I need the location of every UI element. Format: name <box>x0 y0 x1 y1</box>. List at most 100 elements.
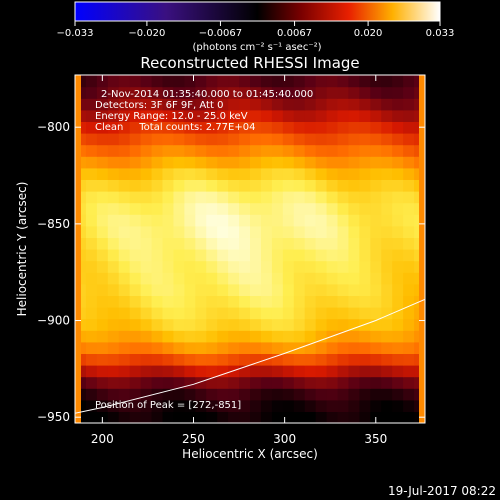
heatmap-cell <box>140 249 153 262</box>
heatmap-cell <box>173 191 185 204</box>
heatmap-cell <box>370 144 382 157</box>
heatmap-cell <box>250 260 262 273</box>
heatmap-cell <box>195 237 207 250</box>
heatmap-cell <box>129 121 142 134</box>
heatmap-cell <box>381 191 393 204</box>
heatmap-cell <box>129 318 142 331</box>
heatmap-cell <box>293 295 306 308</box>
heatmap-cell <box>195 214 207 227</box>
heatmap-cell <box>348 167 360 180</box>
heatmap-cell <box>304 330 317 343</box>
heatmap-cell <box>173 179 185 192</box>
heatmap-cell <box>129 388 142 401</box>
heatmap-cell <box>173 341 185 354</box>
heatmap-cell <box>315 86 328 99</box>
heatmap-cell <box>239 156 251 169</box>
heatmap-cell <box>282 307 295 320</box>
heatmap-cell <box>195 260 207 273</box>
heatmap-cell <box>293 318 306 331</box>
heatmap-cell <box>140 109 153 122</box>
heatmap-cell <box>151 283 164 296</box>
heatmap-cell <box>151 191 164 204</box>
heatmap-cell <box>392 237 404 250</box>
heatmap-cell <box>337 249 350 262</box>
heatmap-cell <box>195 365 207 378</box>
heatmap-cell <box>337 214 350 227</box>
heatmap-cell <box>107 191 120 204</box>
heatmap-cell <box>315 330 328 343</box>
heatmap-cell <box>304 144 317 157</box>
heatmap-cell <box>184 330 196 343</box>
heatmap-cell <box>118 75 131 88</box>
heatmap-cell <box>304 156 317 169</box>
heatmap-cell <box>118 191 131 204</box>
heatmap-cell <box>118 109 131 122</box>
heatmap-cell <box>260 318 273 331</box>
heatmap-cell <box>228 214 240 227</box>
heatmap-cell <box>96 109 109 122</box>
heatmap-cell <box>348 144 360 157</box>
heatmap-cell <box>282 191 295 204</box>
heatmap-cell <box>228 307 240 320</box>
heatmap-cell <box>239 365 251 378</box>
heatmap-cell <box>304 283 317 296</box>
heatmap-cell <box>173 318 185 331</box>
heatmap-cell <box>381 214 393 227</box>
heatmap-cell <box>304 225 317 238</box>
heatmap-cell <box>326 341 339 354</box>
heatmap-cell <box>140 144 153 157</box>
heatmap-cell <box>184 109 196 122</box>
heatmap-cell <box>337 86 350 99</box>
heatmap-cell <box>315 179 328 192</box>
heatmap-cell <box>129 75 142 88</box>
heatmap-cell <box>359 98 371 111</box>
heatmap-cell <box>85 307 98 320</box>
heatmap-cell <box>348 330 360 343</box>
heatmap-cell <box>118 225 131 238</box>
heatmap-cell <box>239 237 251 250</box>
heatmap-cell <box>151 156 164 169</box>
heatmap-cell <box>403 133 415 146</box>
heatmap-cell <box>173 98 185 111</box>
heatmap-cell <box>228 295 240 308</box>
heatmap-cell <box>107 399 120 412</box>
heatmap-cell <box>392 411 404 423</box>
heatmap-cell <box>85 225 98 238</box>
heatmap-cell <box>118 86 131 99</box>
heatmap-cell <box>381 109 393 122</box>
heatmap-cell <box>381 121 393 134</box>
heatmap-cell <box>151 225 164 238</box>
heatmap-cell <box>206 121 218 134</box>
heatmap-cell <box>260 179 273 192</box>
heatmap-cell <box>370 75 382 88</box>
heatmap-cell <box>326 353 339 366</box>
heatmap-cell <box>370 249 382 262</box>
x-tick-label: 250 <box>182 432 205 446</box>
heatmap-cell <box>184 167 196 180</box>
heatmap-cell <box>282 399 295 412</box>
heatmap-cell <box>250 133 262 146</box>
heatmap-cell <box>326 109 339 122</box>
heatmap-cell <box>217 388 229 401</box>
heatmap-cell <box>206 365 218 378</box>
heatmap-cell <box>195 388 207 401</box>
heatmap-cell <box>173 167 185 180</box>
heatmap-cell <box>228 86 240 99</box>
heatmap-cell <box>326 295 339 308</box>
heatmap-cell <box>162 399 175 412</box>
heatmap-cell <box>107 214 120 227</box>
heatmap-cell <box>282 260 295 273</box>
heatmap-cell <box>315 365 328 378</box>
heatmap-cell <box>85 249 98 262</box>
heatmap-cell <box>293 399 306 412</box>
heatmap-cell <box>392 167 404 180</box>
heatmap-cell <box>304 86 317 99</box>
heatmap-cell <box>260 202 273 215</box>
heatmap-cell <box>282 388 295 401</box>
heatmap-cell <box>359 283 371 296</box>
heatmap-cell <box>195 144 207 157</box>
heatmap-cell <box>271 225 284 238</box>
heatmap-cell <box>184 249 196 262</box>
heatmap-cell <box>293 214 306 227</box>
heatmap-cell <box>118 272 131 285</box>
